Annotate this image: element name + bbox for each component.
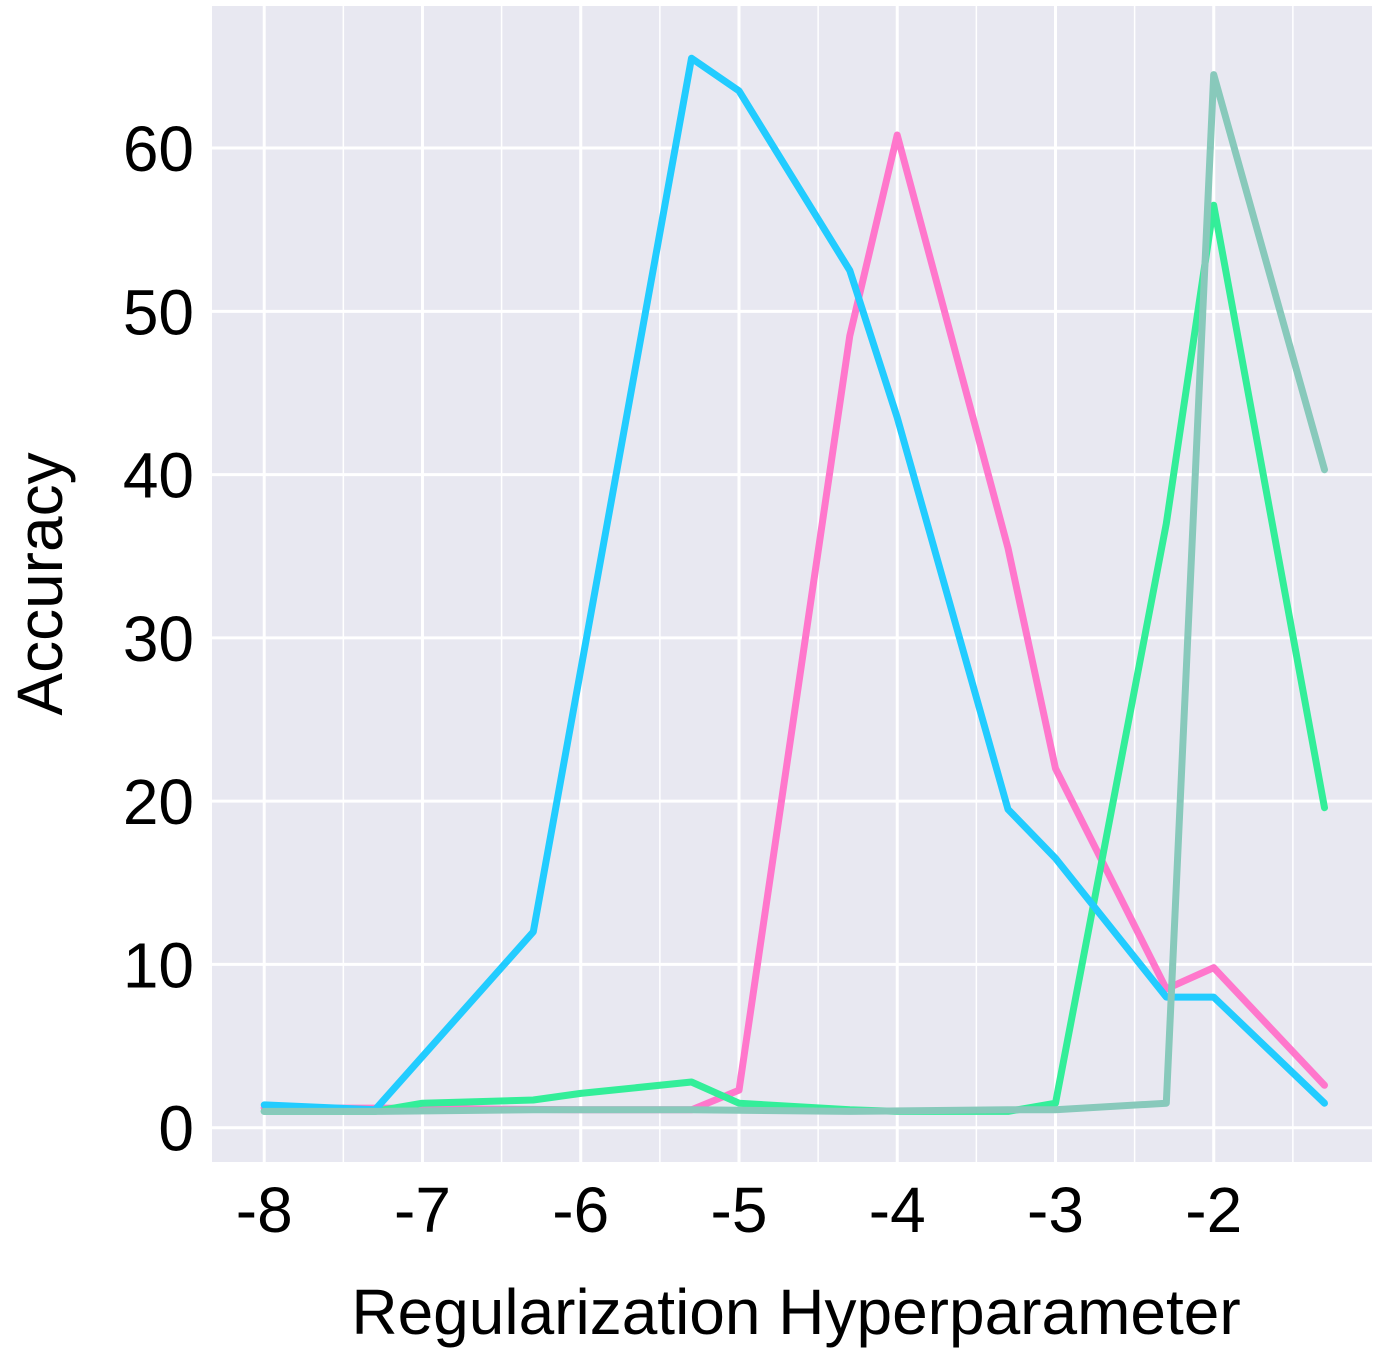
y-tick-label: 30	[123, 603, 194, 675]
y-tick-label: 40	[123, 440, 194, 512]
grid	[212, 6, 1372, 1162]
y-tick-label: 0	[158, 1093, 194, 1165]
x-tick-label: -3	[1027, 1174, 1084, 1246]
y-tick-label: 10	[123, 929, 194, 1001]
y-tick-labels: 0 10 20 30 40 50 60	[123, 113, 194, 1165]
x-tick-label: -2	[1185, 1174, 1242, 1246]
x-tick-label: -8	[236, 1174, 293, 1246]
y-axis-title: Accuracy	[4, 452, 76, 715]
x-tick-label: -6	[552, 1174, 609, 1246]
y-tick-label: 20	[123, 766, 194, 838]
y-tick-label: 60	[123, 113, 194, 185]
x-tick-label: -5	[711, 1174, 768, 1246]
plot-background	[212, 6, 1372, 1162]
y-tick-label: 50	[123, 276, 194, 348]
series-lines	[260, 54, 1328, 1115]
x-tick-labels: -8 -7 -6 -5 -4 -3 -2	[236, 1174, 1242, 1246]
series-line-4	[260, 71, 1328, 1115]
x-tick-label: -4	[869, 1174, 926, 1246]
x-axis-title: Regularization Hyperparameter	[351, 1276, 1240, 1348]
x-tick-label: -7	[394, 1174, 451, 1246]
series-line-2	[260, 201, 1328, 1115]
